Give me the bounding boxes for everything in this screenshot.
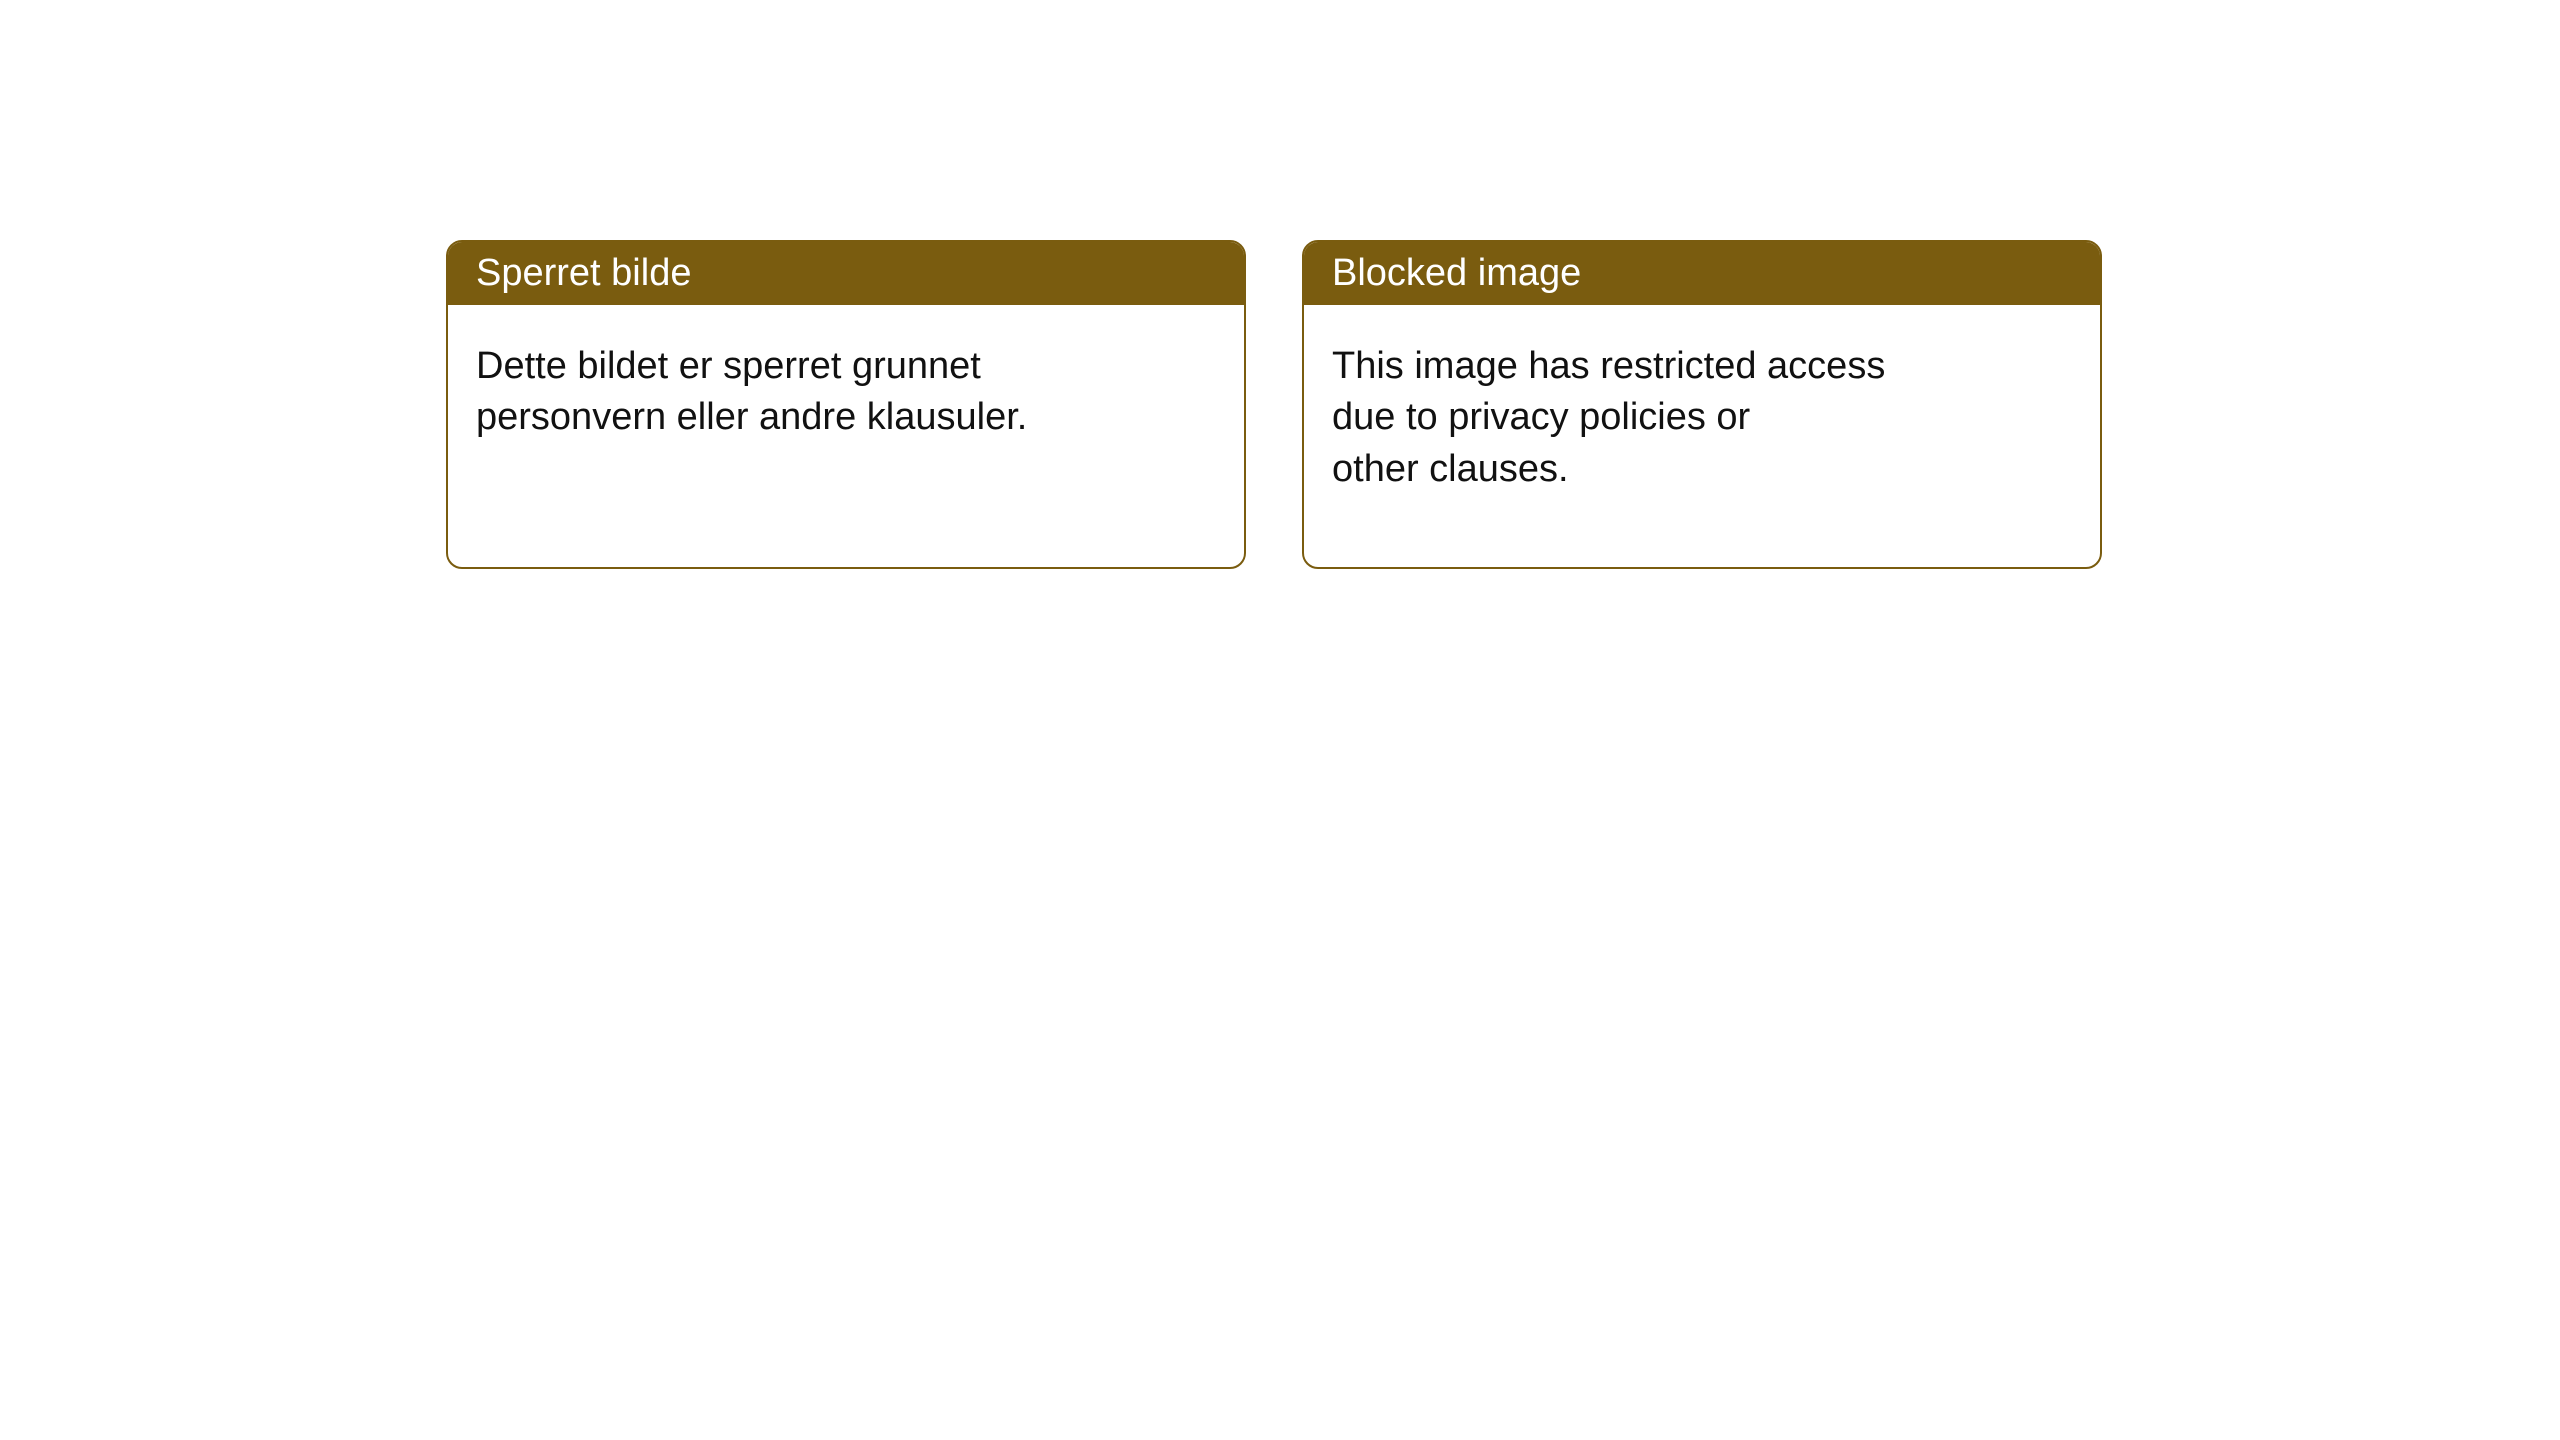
notice-card-en: Blocked image This image has restricted … — [1302, 240, 2102, 569]
notice-card-no: Sperret bilde Dette bildet er sperret gr… — [446, 240, 1246, 569]
notice-card-header: Blocked image — [1304, 242, 2100, 305]
notice-card-body: This image has restricted access due to … — [1304, 305, 1964, 567]
notice-card-body: Dette bildet er sperret grunnet personve… — [448, 305, 1108, 516]
notice-card-header: Sperret bilde — [448, 242, 1244, 305]
notice-cards-container: Sperret bilde Dette bildet er sperret gr… — [446, 240, 2102, 569]
